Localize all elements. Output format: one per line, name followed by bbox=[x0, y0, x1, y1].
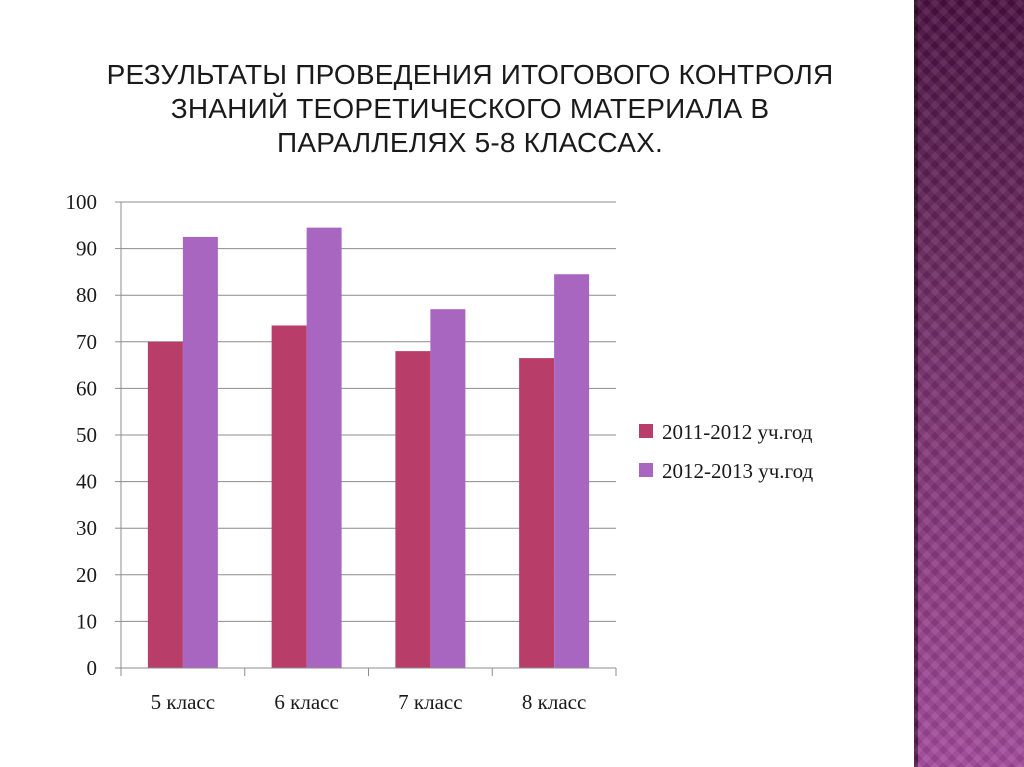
y-tick-label: 90 bbox=[76, 237, 97, 261]
legend: 2011-2012 уч.год 2012-2013 уч.год bbox=[639, 420, 814, 483]
y-tick-label: 40 bbox=[76, 470, 97, 494]
legend-label: 2012-2013 уч.год bbox=[662, 459, 814, 483]
title-line-2: знаний теоретического материала в bbox=[170, 93, 770, 124]
bar-1-2 bbox=[271, 325, 307, 668]
legend-swatch bbox=[639, 424, 653, 438]
y-tick-label: 80 bbox=[76, 283, 97, 307]
y-tick-label: 100 bbox=[66, 190, 98, 214]
x-category-label: 8 класс bbox=[522, 690, 586, 714]
bar-2-3 bbox=[430, 309, 466, 668]
y-tick-label: 30 bbox=[76, 516, 97, 540]
bar-2-4 bbox=[554, 274, 590, 668]
slide-title: Результаты проведения итогового контроля… bbox=[60, 58, 880, 160]
y-tick-label: 70 bbox=[76, 330, 97, 354]
x-category-label: 5 класс bbox=[151, 690, 215, 714]
x-category-label: 6 класс bbox=[274, 690, 338, 714]
y-tick-label: 50 bbox=[76, 423, 97, 447]
bar-2-1 bbox=[182, 236, 218, 668]
bar-1-1 bbox=[147, 341, 183, 668]
y-tick-label: 20 bbox=[76, 563, 97, 587]
decorative-side-band bbox=[914, 0, 1024, 767]
legend-label: 2011-2012 уч.год bbox=[662, 420, 813, 444]
bar-chart: 0 10 20 30 40 50 60 70 80 90 100 5 класс 6 класс 7 к… bbox=[66, 190, 814, 714]
title-line-1: Результаты проведения итогового контроля bbox=[106, 59, 834, 90]
x-category-label: 7 класс bbox=[398, 690, 462, 714]
y-tick-label: 60 bbox=[76, 376, 97, 400]
legend-swatch bbox=[639, 463, 653, 477]
bar-2-2 bbox=[306, 227, 342, 668]
bar-1-4 bbox=[519, 358, 555, 668]
y-tick-label: 10 bbox=[76, 609, 97, 633]
bar-1-3 bbox=[395, 351, 431, 668]
y-tick-label: 0 bbox=[87, 656, 98, 680]
y-tick-labels: 0 10 20 30 40 50 60 70 80 90 100 bbox=[66, 190, 98, 680]
axes bbox=[115, 201, 617, 676]
title-line-3: параллелях 5-8 классах. bbox=[277, 127, 663, 158]
bars bbox=[147, 227, 590, 668]
category-labels: 5 класс 6 класс 7 класс 8 класс bbox=[151, 690, 587, 714]
